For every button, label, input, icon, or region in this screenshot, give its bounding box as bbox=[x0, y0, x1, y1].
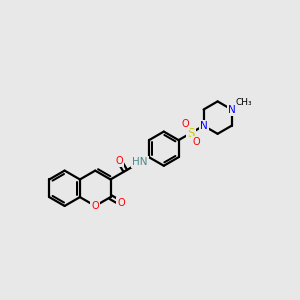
Text: O: O bbox=[117, 198, 125, 208]
Text: CH₃: CH₃ bbox=[236, 98, 252, 107]
Text: O: O bbox=[92, 201, 99, 211]
Text: O: O bbox=[192, 137, 200, 147]
Text: O: O bbox=[116, 156, 123, 166]
Text: N: N bbox=[200, 121, 208, 131]
Text: HN: HN bbox=[132, 158, 148, 167]
Text: O: O bbox=[182, 119, 189, 129]
Text: S: S bbox=[187, 127, 194, 140]
Text: N: N bbox=[228, 104, 236, 115]
